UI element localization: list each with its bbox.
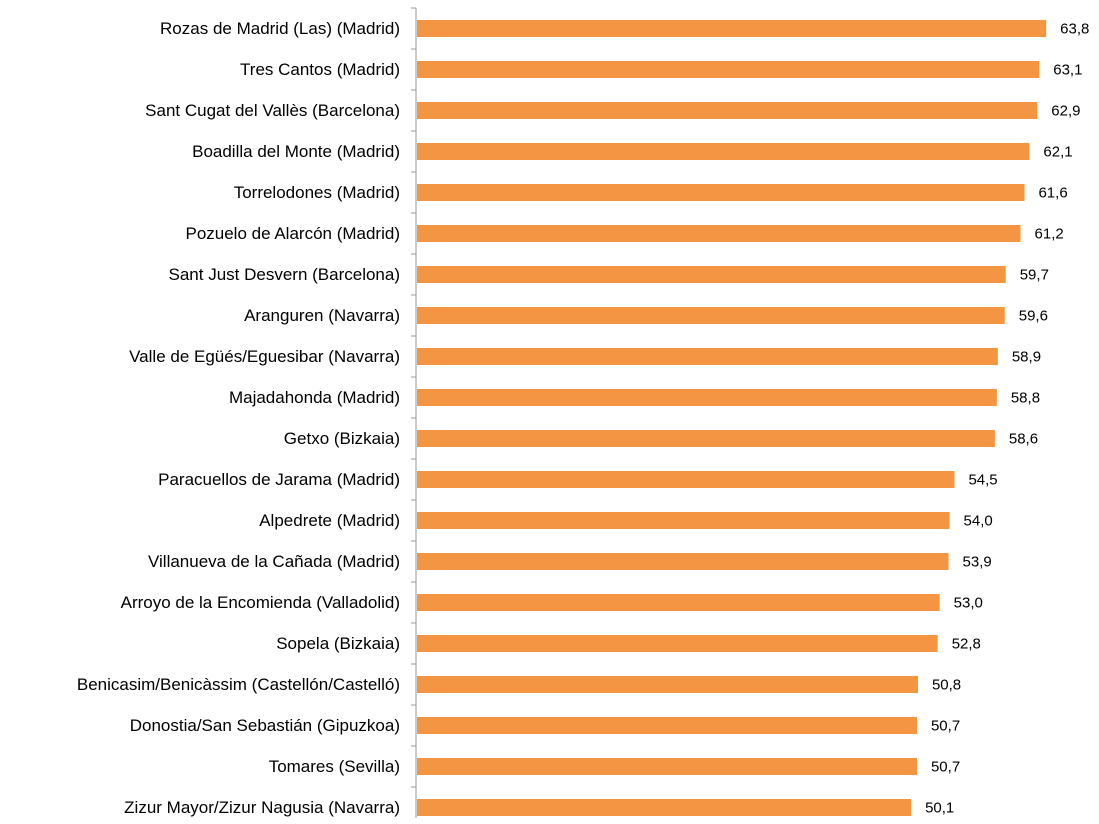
- bar: [417, 799, 912, 816]
- y-tick-label: Tomares (Sevilla): [269, 757, 400, 776]
- value-label: 54,5: [968, 471, 997, 488]
- value-label: 54,0: [964, 512, 993, 529]
- y-tick-label: Sopela (Bizkaia): [276, 634, 400, 653]
- value-label: 63,8: [1060, 20, 1089, 37]
- y-tick-label: Sant Cugat del Vallès (Barcelona): [145, 101, 400, 120]
- bar: [417, 635, 938, 652]
- y-tick-label: Boadilla del Monte (Madrid): [192, 142, 400, 161]
- value-label: 53,9: [963, 553, 992, 570]
- value-label: 52,8: [952, 635, 981, 652]
- bar: [417, 184, 1025, 201]
- bar: [417, 61, 1040, 78]
- y-tick-label: Torrelodones (Madrid): [234, 183, 400, 202]
- bar: [417, 512, 950, 529]
- y-tick-label: Valle de Egüés/Eguesibar (Navarra): [129, 347, 400, 366]
- bar: [417, 676, 918, 693]
- value-label: 62,1: [1043, 143, 1072, 160]
- y-tick-label: Aranguren (Navarra): [244, 306, 400, 325]
- bar: [417, 143, 1030, 160]
- y-tick-label: Pozuelo de Alarcón (Madrid): [185, 224, 400, 243]
- y-tick-label: Tres Cantos (Madrid): [240, 60, 400, 79]
- bar: [417, 20, 1047, 37]
- value-label: 63,1: [1053, 61, 1082, 78]
- value-label: 50,1: [925, 799, 954, 816]
- y-tick-label: Alpedrete (Madrid): [259, 511, 400, 530]
- value-label: 62,9: [1051, 102, 1080, 119]
- y-tick-label: Zizur Mayor/Zizur Nagusia (Navarra): [124, 798, 400, 817]
- bar: [417, 307, 1005, 324]
- y-tick-label: Majadahonda (Madrid): [229, 388, 400, 407]
- bar: [417, 348, 998, 365]
- bar: [417, 389, 997, 406]
- y-tick-label: Paracuellos de Jarama (Madrid): [158, 470, 400, 489]
- bar: [417, 717, 917, 734]
- value-label: 58,8: [1011, 389, 1040, 406]
- y-tick-label: Getxo (Bizkaia): [284, 429, 400, 448]
- bar: [417, 266, 1006, 283]
- y-tick-label: Sant Just Desvern (Barcelona): [169, 265, 401, 284]
- y-tick-label: Benicasim/Benicàssim (Castellón/Castelló…: [77, 675, 400, 694]
- bar: [417, 471, 955, 488]
- y-tick-label: Villanueva de la Cañada (Madrid): [148, 552, 400, 571]
- value-label: 50,7: [931, 717, 960, 734]
- value-label: 61,6: [1038, 184, 1067, 201]
- bar: [417, 430, 995, 447]
- y-tick-label: Arroyo de la Encomienda (Valladolid): [121, 593, 400, 612]
- value-label: 59,6: [1019, 307, 1048, 324]
- value-label: 61,2: [1035, 225, 1064, 242]
- value-label: 53,0: [954, 594, 983, 611]
- bar: [417, 553, 949, 570]
- value-label: 58,9: [1012, 348, 1041, 365]
- bar: [417, 102, 1038, 119]
- y-tick-label: Rozas de Madrid (Las) (Madrid): [160, 19, 400, 38]
- value-label: 59,7: [1020, 266, 1049, 283]
- value-label: 50,7: [931, 758, 960, 775]
- value-label: 50,8: [932, 676, 961, 693]
- y-tick-label: Donostia/San Sebastián (Gipuzkoa): [130, 716, 400, 735]
- bar: [417, 758, 917, 775]
- bar: [417, 225, 1021, 242]
- value-label: 58,6: [1009, 430, 1038, 447]
- bar: [417, 594, 940, 611]
